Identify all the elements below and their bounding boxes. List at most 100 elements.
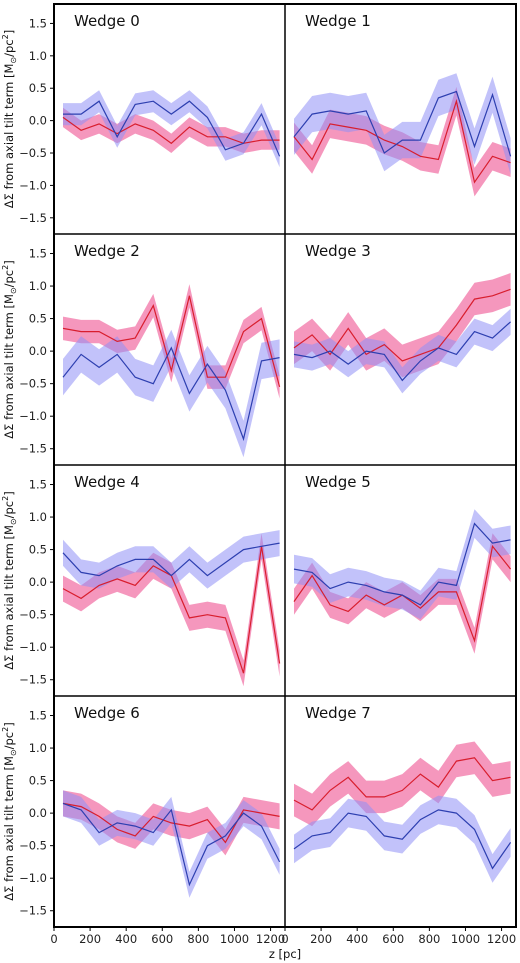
y-tick-label: −1.0	[19, 640, 47, 654]
y-tick-label: −0.5	[19, 146, 47, 160]
y-axis-unit: [M	[2, 525, 16, 539]
y-axis-unit: [M	[2, 294, 16, 308]
y-tick-label: 0.0	[29, 575, 47, 589]
y-tick-label: −0.5	[19, 608, 47, 622]
y-tick-label: 1.5	[29, 478, 47, 492]
red-error-band	[63, 284, 280, 399]
y-tick-label: 1.0	[29, 510, 47, 524]
blue-series-line	[293, 321, 512, 382]
y-tick-label: −1.5	[19, 442, 47, 456]
x-tick-label: 1200	[487, 932, 516, 946]
y-axis-unit-exp: 2	[1, 34, 10, 39]
x-tick-label: 1000	[220, 932, 249, 946]
y-axis-unit-close: ]	[2, 260, 16, 265]
panel-plot-area	[62, 284, 281, 458]
x-tick-label: 400	[346, 932, 368, 946]
y-axis-unit-close: ]	[2, 491, 16, 496]
x-tick-label: 0	[50, 932, 57, 946]
blue-error-band	[63, 90, 280, 168]
y-axis-unit: [M	[2, 756, 16, 770]
blue-series-line	[62, 542, 280, 577]
red-series-line	[293, 98, 511, 184]
y-axis-label-main: ΔΣ from axial tilt term	[2, 771, 16, 901]
y-tick-label: −1.0	[19, 409, 47, 423]
y-tick-label: 0.5	[29, 81, 47, 95]
x-tick-label: 1200	[256, 932, 285, 946]
red-error-band	[294, 273, 511, 378]
panel-wedge-7: Wedge 7	[293, 704, 512, 883]
x-tick-label: 800	[418, 932, 440, 946]
y-tick-label: 0.5	[29, 774, 47, 788]
y-axis-label-main: ΔΣ from axial tilt term	[2, 78, 16, 208]
blue-series-line	[62, 802, 281, 887]
x-tick-label: 600	[151, 932, 173, 946]
y-axis-unit-exp: 2	[1, 727, 10, 732]
red-series-line	[293, 757, 511, 811]
y-tick-label: 0.5	[29, 543, 47, 557]
y-axis-label: ΔΣ from axial tilt term [M⊙/pc2]	[1, 260, 18, 438]
y-axis-unit-close: ]	[2, 722, 16, 727]
panel-wedge-6: Wedge 6 −1.5 −1.0 −0.5 0.0 0.5 1.0 1.5	[19, 704, 281, 918]
x-tick-label: 1000	[451, 932, 480, 946]
red-error-band	[294, 741, 511, 827]
blue-series-line	[293, 522, 511, 606]
y-tick-label: 1.5	[29, 709, 47, 723]
y-tick-label: 1.0	[29, 49, 47, 63]
blue-error-band	[294, 308, 511, 394]
y-axis-unit-per: /pc	[2, 270, 16, 288]
y-tick-label: −1.0	[19, 178, 47, 192]
y-tick-label: 1.0	[29, 279, 47, 293]
panel-title: Wedge 5	[305, 473, 371, 491]
blue-series-line	[62, 346, 280, 442]
panel-plot-area	[62, 530, 281, 687]
panel-wedge-5: Wedge 5	[293, 473, 512, 654]
x-tick-label: 200	[310, 932, 332, 946]
y-axis-unit-sun: ⊙	[9, 287, 18, 294]
blue-error-band	[63, 530, 280, 589]
y-tick-label: −1.5	[19, 211, 47, 225]
y-axis-unit-per: /pc	[2, 501, 16, 519]
x-tick-label: 200	[79, 932, 101, 946]
panel-plot-area	[62, 790, 281, 898]
y-tick-label: −1.5	[19, 904, 47, 918]
x-tick-label: 0	[281, 932, 288, 946]
y-axis-label: ΔΣ from axial tilt term [M⊙/pc2]	[1, 722, 18, 900]
blue-error-band	[294, 73, 511, 175]
y-tick-label: 0.5	[29, 312, 47, 326]
panel-title: Wedge 0	[74, 12, 140, 30]
panel-plot-area	[293, 741, 512, 883]
x-tick-label: 600	[382, 932, 404, 946]
x-tick-label: 400	[115, 932, 137, 946]
y-tick-label: 0.0	[29, 806, 47, 820]
y-axis-label-main: ΔΣ from axial tilt term	[2, 540, 16, 670]
panel-wedge-3: Wedge 3	[293, 242, 512, 394]
blue-series-line	[293, 809, 512, 870]
y-axis-unit-close: ]	[2, 30, 16, 35]
panel-wedge-4: Wedge 4 −1.5 −1.0 −0.5 0.0 0.5 1.0 1.5	[19, 473, 281, 687]
y-axis-label: ΔΣ from axial tilt term [M⊙/pc2]	[1, 30, 18, 208]
y-axis-unit-sun: ⊙	[9, 749, 18, 756]
blue-series-line	[63, 100, 281, 157]
panel-plot-area	[62, 90, 281, 168]
panel-title: Wedge 6	[74, 704, 140, 722]
y-axis-unit: [M	[2, 64, 16, 78]
y-tick-label: −0.5	[19, 377, 47, 391]
panel-wedge-2: Wedge 2 −1.5 −1.0 −0.5 0.0 0.5 1.0 1.5	[19, 242, 281, 458]
blue-error-band	[63, 790, 280, 898]
y-axis-label: ΔΣ from axial tilt term [M⊙/pc2]	[1, 491, 18, 669]
blue-error-band	[63, 329, 280, 458]
x-tick-label: 800	[187, 932, 209, 946]
panel-title: Wedge 7	[305, 704, 371, 722]
panel-title: Wedge 4	[74, 473, 140, 491]
y-axis-unit-sun: ⊙	[9, 57, 18, 64]
y-tick-label: 1.0	[29, 741, 47, 755]
y-tick-label: 1.5	[29, 247, 47, 261]
panel-title: Wedge 2	[74, 242, 140, 260]
blue-series-line	[293, 90, 512, 157]
y-axis-unit-per: /pc	[2, 732, 16, 750]
y-tick-label: −1.5	[19, 673, 47, 687]
panel-plot-area	[293, 73, 512, 197]
panel-wedge-1: Wedge 1	[293, 12, 512, 197]
x-axis-label: z [pc]	[269, 947, 301, 961]
